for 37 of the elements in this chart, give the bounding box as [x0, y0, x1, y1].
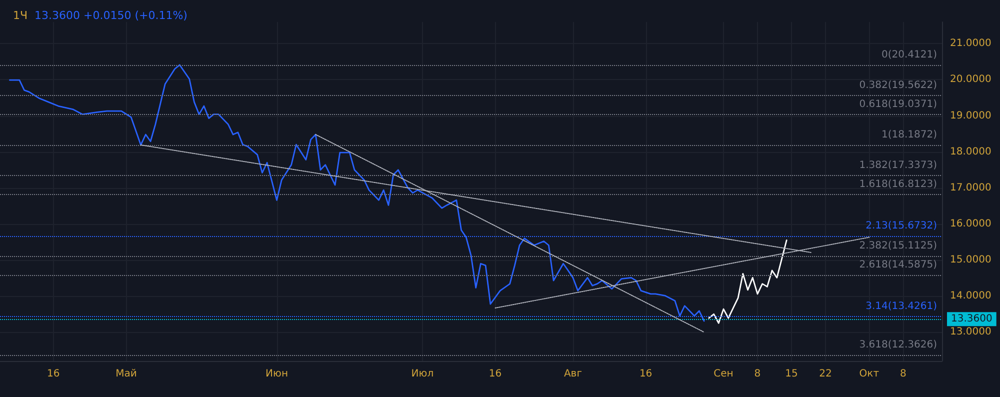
x-tick-label: 8 — [754, 368, 761, 380]
y-tick-label: 14.0000 — [950, 290, 992, 302]
x-tick-label: 15 — [785, 368, 798, 380]
x-tick-label: Май — [116, 368, 137, 380]
ref-line-label: 2.13(15.6732) — [866, 220, 938, 232]
chart-subtitle: 13.3600 +0.0150 (+0.11%) — [34, 9, 188, 22]
x-tick-label: 22 — [819, 368, 832, 380]
ref-line-label: 1.618(16.8123) — [859, 179, 938, 190]
y-tick-label: 16.0000 — [950, 218, 992, 230]
ref-line-label: 0(20.4121) — [881, 49, 938, 60]
x-tick-label: Окт — [859, 368, 880, 380]
x-tick-label: 16 — [639, 368, 652, 380]
ref-line-label: 1.382(17.3373) — [859, 160, 938, 172]
y-tick-label: 18.0000 — [950, 146, 992, 158]
line-series — [708, 239, 788, 324]
ref-line-label: 3.618(12.3626) — [859, 340, 938, 351]
ref-line-label: 2.382(15.1125) — [859, 240, 938, 252]
ref-line-label: 2.618(14.5875) — [859, 259, 938, 270]
y-tick-label: 15.0000 — [950, 254, 992, 266]
ref-line-label: 0.382(19.5622) — [859, 80, 938, 92]
y-tick-label: 17.0000 — [950, 182, 992, 194]
x-tick-label: 8 — [900, 368, 906, 380]
chart-title: 1Ч — [13, 9, 28, 22]
y-tick-label: 13.0000 — [950, 326, 992, 338]
x-tick-label: 16 — [488, 368, 502, 380]
x-tick-label: 16 — [47, 368, 60, 380]
x-tick-label: Авг — [564, 368, 582, 380]
ref-line-label: 13.3600 — [951, 314, 992, 325]
y-tick-label: 20.0000 — [950, 74, 992, 86]
ref-line-label: 1(18.1872) — [881, 129, 938, 140]
y-tick-label: 19.0000 — [950, 110, 992, 122]
x-tick-label: Июн — [266, 368, 288, 380]
x-tick-label: Сен — [714, 368, 734, 380]
x-tick-label: Июл — [411, 368, 434, 380]
y-tick-label: 21.0000 — [950, 38, 992, 50]
ref-line-label: 3.14(13.4261) — [866, 301, 938, 312]
ref-line-label: 0.618(19.0371) — [859, 98, 938, 110]
